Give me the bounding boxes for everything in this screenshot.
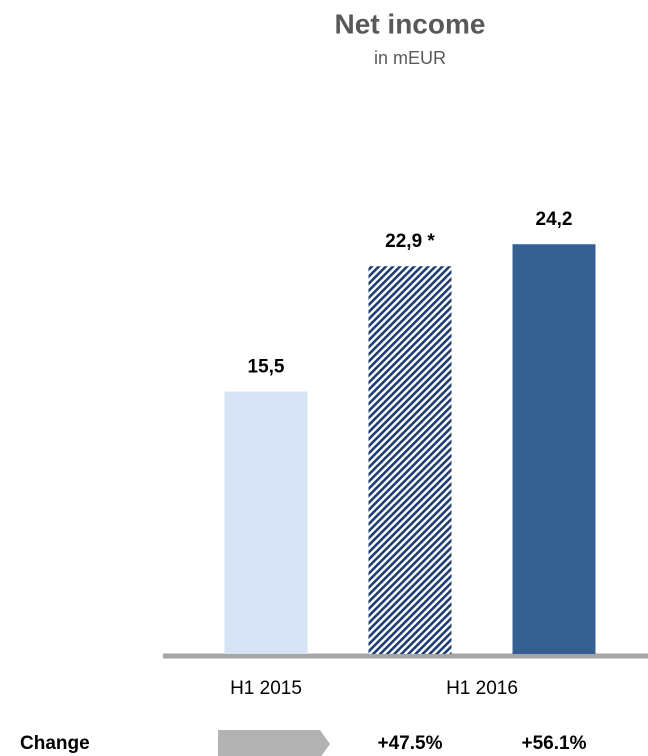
change-value: +56.1% [522,733,587,754]
value-label: 15,5 [248,357,285,378]
change-arrow [218,730,330,756]
value-label: 24,2 [536,209,573,230]
value-label: 22,9 * [385,231,435,252]
x-tick-label: H1 2015 [230,678,302,699]
x-tick-label: H1 2016 [446,678,518,699]
chart-title: Net income [335,8,486,39]
bar [368,266,452,654]
change-label: Change [20,733,90,754]
bar [224,391,308,654]
chart-subtitle: in mEUR [374,48,446,68]
bar [512,244,596,655]
change-value: +47.5% [378,733,443,754]
